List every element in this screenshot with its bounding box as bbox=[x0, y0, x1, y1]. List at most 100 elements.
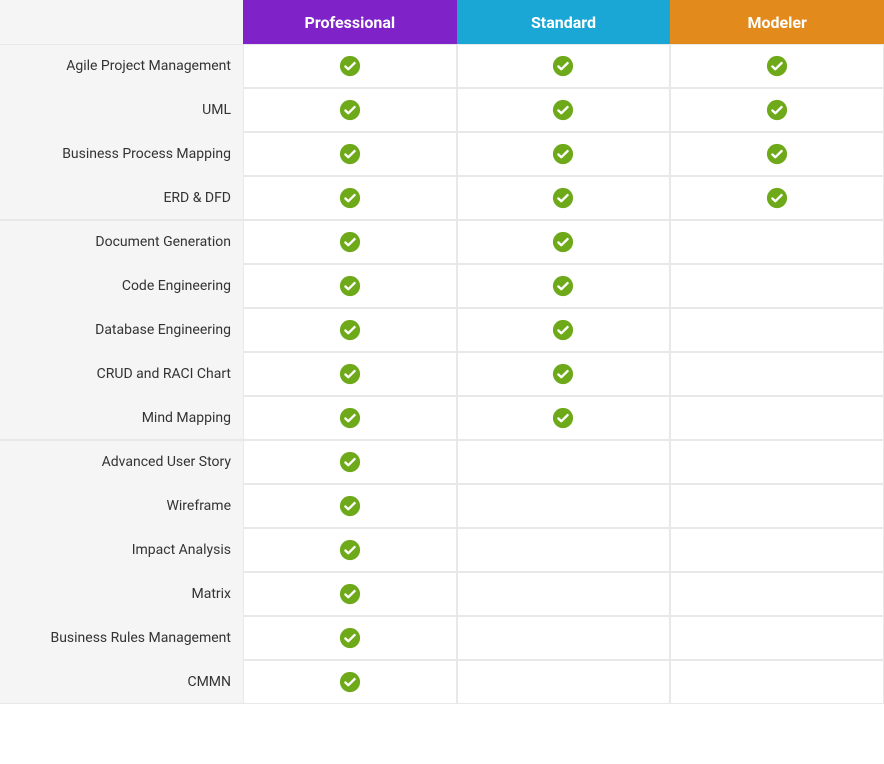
comparison-table-element: Professional Standard Modeler Agile Projec… bbox=[0, 0, 884, 704]
feature-cell-modeler bbox=[670, 616, 884, 660]
table-row: ERD & DFD bbox=[0, 176, 884, 220]
feature-cell-modeler bbox=[670, 132, 884, 176]
feature-label-text: Wireframe bbox=[166, 498, 231, 514]
feature-cell-modeler bbox=[670, 220, 884, 264]
feature-cell-standard bbox=[457, 308, 671, 352]
feature-cell-professional bbox=[243, 572, 457, 616]
feature-cell-standard bbox=[457, 396, 671, 440]
check-icon bbox=[339, 671, 361, 693]
feature-label-text: Agile Project Management bbox=[66, 58, 231, 74]
feature-label-text: CMMN bbox=[187, 674, 231, 690]
feature-cell-modeler bbox=[670, 352, 884, 396]
feature-label-text: Business Process Mapping bbox=[62, 146, 231, 162]
table-row: Mind Mapping bbox=[0, 396, 884, 440]
feature-cell-modeler bbox=[670, 484, 884, 528]
feature-cell-standard bbox=[457, 616, 671, 660]
feature-label: UML bbox=[0, 88, 243, 132]
check-icon bbox=[552, 407, 574, 429]
check-icon bbox=[552, 319, 574, 341]
feature-cell-standard bbox=[457, 484, 671, 528]
feature-cell-professional bbox=[243, 176, 457, 220]
table-row: Wireframe bbox=[0, 484, 884, 528]
check-icon bbox=[339, 99, 361, 121]
feature-label: Wireframe bbox=[0, 484, 243, 528]
feature-label-text: ERD & DFD bbox=[163, 190, 231, 206]
feature-label-text: Mind Mapping bbox=[142, 410, 231, 426]
table-row: Advanced User Story bbox=[0, 440, 884, 484]
check-icon bbox=[339, 407, 361, 429]
header-row: Professional Standard Modeler bbox=[0, 0, 884, 44]
check-icon bbox=[339, 275, 361, 297]
feature-label: Business Rules Management bbox=[0, 616, 243, 660]
check-icon bbox=[339, 627, 361, 649]
check-icon bbox=[339, 319, 361, 341]
feature-label: ERD & DFD bbox=[0, 176, 243, 220]
feature-cell-modeler bbox=[670, 660, 884, 704]
feature-label: Mind Mapping bbox=[0, 396, 243, 440]
feature-cell-standard bbox=[457, 264, 671, 308]
feature-cell-modeler bbox=[670, 88, 884, 132]
feature-cell-professional bbox=[243, 132, 457, 176]
check-icon bbox=[552, 99, 574, 121]
column-header-standard: Standard bbox=[457, 0, 671, 44]
feature-cell-professional bbox=[243, 88, 457, 132]
feature-cell-professional bbox=[243, 308, 457, 352]
feature-cell-standard bbox=[457, 572, 671, 616]
check-icon bbox=[339, 539, 361, 561]
check-icon bbox=[339, 363, 361, 385]
check-icon bbox=[339, 231, 361, 253]
feature-cell-modeler bbox=[670, 572, 884, 616]
feature-label: Agile Project Management bbox=[0, 44, 243, 88]
feature-cell-professional bbox=[243, 616, 457, 660]
table-row: Database Engineering bbox=[0, 308, 884, 352]
check-icon bbox=[766, 99, 788, 121]
feature-label-text: UML bbox=[202, 102, 231, 118]
feature-cell-modeler bbox=[670, 44, 884, 88]
feature-label: Advanced User Story bbox=[0, 440, 243, 484]
feature-cell-professional bbox=[243, 352, 457, 396]
feature-cell-standard bbox=[457, 660, 671, 704]
check-icon bbox=[339, 495, 361, 517]
check-icon bbox=[339, 55, 361, 77]
feature-label-text: Code Engineering bbox=[122, 278, 231, 294]
feature-comparison-table: Professional Standard Modeler Agile Projec… bbox=[0, 0, 884, 704]
header-empty bbox=[0, 0, 243, 44]
column-header-label: Modeler bbox=[747, 13, 806, 32]
table-row: UML bbox=[0, 88, 884, 132]
check-icon bbox=[339, 583, 361, 605]
check-icon bbox=[766, 187, 788, 209]
feature-cell-professional bbox=[243, 484, 457, 528]
check-icon bbox=[552, 143, 574, 165]
feature-cell-professional bbox=[243, 44, 457, 88]
table-body: Agile Project Management UML Business Proc… bbox=[0, 44, 884, 704]
feature-label-text: Document Generation bbox=[95, 234, 231, 250]
check-icon bbox=[766, 55, 788, 77]
column-header-label: Standard bbox=[531, 13, 596, 32]
feature-label-text: Advanced User Story bbox=[102, 454, 231, 470]
feature-label: Business Process Mapping bbox=[0, 132, 243, 176]
check-icon bbox=[552, 187, 574, 209]
feature-label: Matrix bbox=[0, 572, 243, 616]
feature-cell-modeler bbox=[670, 396, 884, 440]
check-icon bbox=[552, 231, 574, 253]
feature-label: Code Engineering bbox=[0, 264, 243, 308]
table-row: Impact Analysis bbox=[0, 528, 884, 572]
table-row: Matrix bbox=[0, 572, 884, 616]
check-icon bbox=[339, 451, 361, 473]
feature-cell-standard bbox=[457, 88, 671, 132]
feature-cell-professional bbox=[243, 440, 457, 484]
feature-cell-standard bbox=[457, 440, 671, 484]
check-icon bbox=[339, 187, 361, 209]
feature-label-text: Database Engineering bbox=[95, 322, 231, 338]
check-icon bbox=[552, 275, 574, 297]
feature-cell-standard bbox=[457, 220, 671, 264]
feature-cell-standard bbox=[457, 132, 671, 176]
feature-cell-standard bbox=[457, 528, 671, 572]
feature-cell-modeler bbox=[670, 264, 884, 308]
column-header-professional: Professional bbox=[243, 0, 457, 44]
feature-label-text: Business Rules Management bbox=[50, 630, 231, 646]
table-row: Code Engineering bbox=[0, 264, 884, 308]
table-row: CRUD and RACI Chart bbox=[0, 352, 884, 396]
feature-label-text: Impact Analysis bbox=[132, 542, 231, 558]
feature-label: Document Generation bbox=[0, 220, 243, 264]
